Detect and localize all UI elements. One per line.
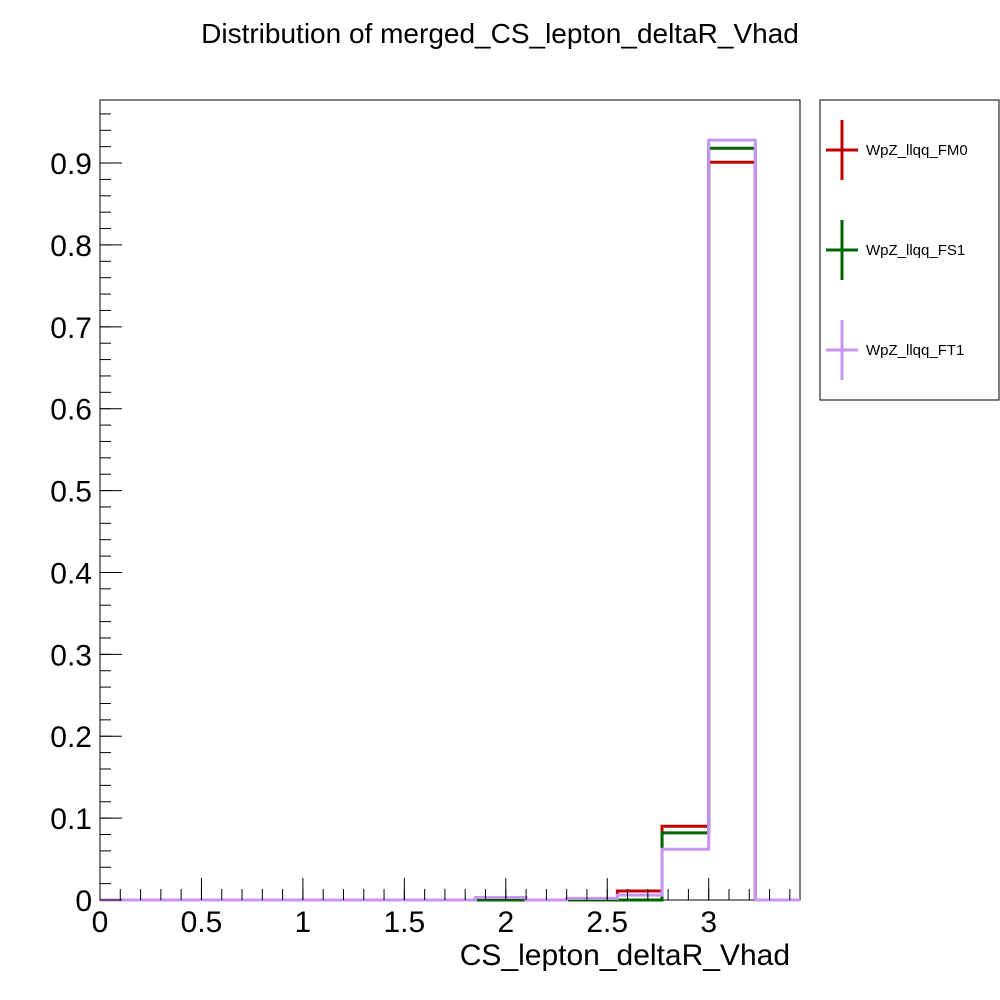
axes-group: 0 0.1 0.2 0.3 0.4 0.5 0.6 0.7 0.8 0.9 0 0.5 1 1.5 2 2.5…	[50, 113, 791, 939]
histogram-series-2	[100, 138, 800, 902]
legend-label: WpZ_llqq_FT1	[866, 342, 964, 359]
x-tick-label: 1.5	[383, 906, 425, 939]
legend-entry: WpZ_llqq_FT1	[826, 320, 964, 380]
y-tick-label: 0.2	[50, 721, 92, 754]
x-tick-label: 2	[497, 906, 514, 939]
x-tick-label: 2.5	[586, 906, 628, 939]
x-tick-label: 0.5	[181, 906, 223, 939]
x-axis-label: CS_lepton_deltaR_Vhad	[460, 939, 790, 972]
legend-label: WpZ_llqq_FM0	[866, 142, 968, 159]
legend-entry: WpZ_llqq_FS1	[826, 220, 965, 280]
plot-frame	[99, 99, 801, 901]
x-tick-label: 3	[700, 906, 717, 939]
legend: WpZ_llqq_FM0 WpZ_llqq_FS1 WpZ_llqq_FT1	[819, 99, 1000, 401]
x-tick-label: 1	[295, 906, 312, 939]
y-tick-label: 0.6	[50, 394, 92, 427]
y-tick-label: 0.5	[50, 476, 92, 509]
y-tick-label: 0.4	[50, 557, 92, 590]
histogram-series-1	[100, 146, 800, 902]
chart-title: Distribution of merged_CS_lepton_deltaR_…	[201, 18, 799, 49]
x-tick-label: 0	[92, 906, 109, 939]
y-tick-label: 0.9	[50, 148, 92, 181]
legend-entry: WpZ_llqq_FM0	[826, 120, 968, 180]
y-tick-label: 0.1	[50, 803, 92, 836]
legend-entries: WpZ_llqq_FM0 WpZ_llqq_FS1 WpZ_llqq_FT1	[826, 120, 968, 380]
y-tick-label: 0.3	[50, 639, 92, 672]
histogram-series-0	[100, 160, 800, 902]
y-tick-label: 0.7	[50, 312, 92, 345]
y-tick-label: 0	[75, 885, 92, 918]
y-tick-label: 0.8	[50, 230, 92, 263]
histogram-series-group	[100, 138, 800, 902]
legend-label: WpZ_llqq_FS1	[866, 242, 965, 259]
